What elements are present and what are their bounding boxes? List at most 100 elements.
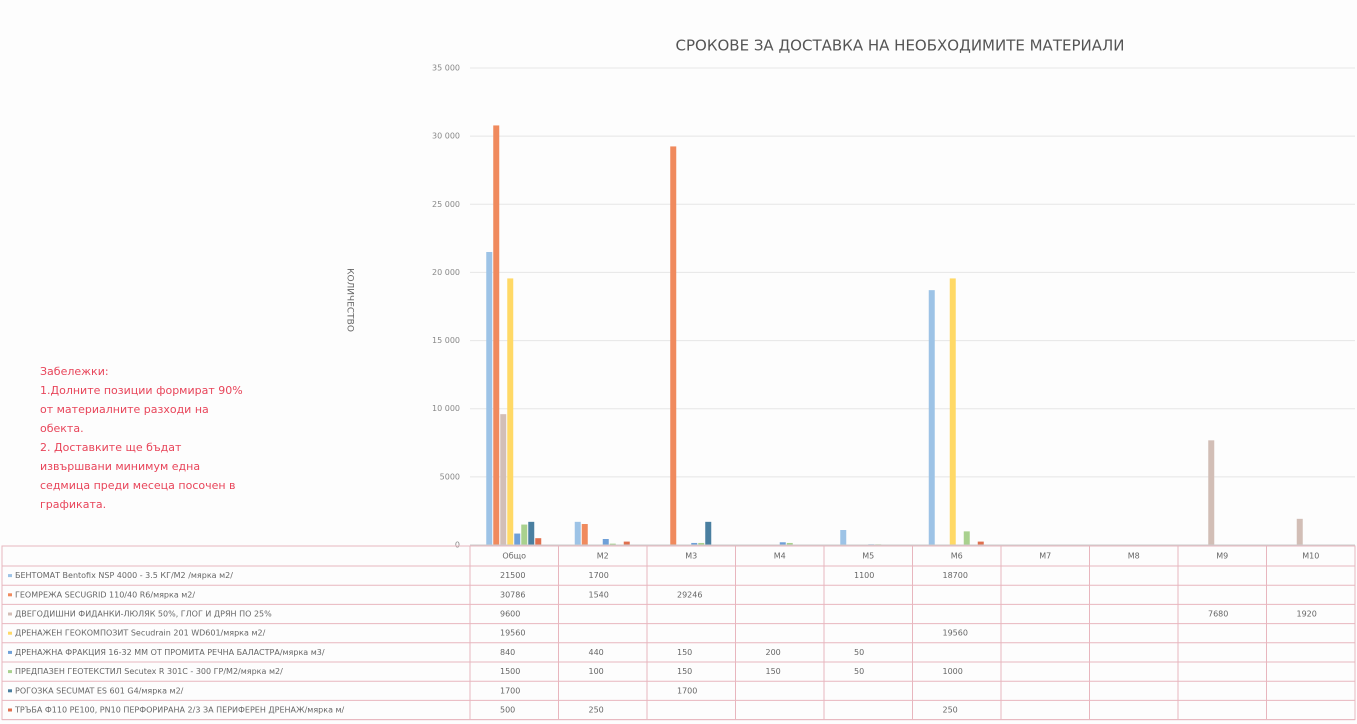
table-value: 150 [766, 667, 781, 676]
table-value: 1920 [1297, 610, 1317, 619]
bar [949, 278, 956, 545]
legend-swatch [8, 593, 12, 597]
bar [602, 539, 609, 545]
table-value: 18700 [943, 571, 968, 580]
bar [507, 278, 514, 545]
x-tick-label: М4 [774, 552, 786, 561]
legend-swatch [8, 612, 12, 616]
bar [493, 125, 500, 546]
table-value: 500 [500, 706, 515, 715]
y-tick-label: 30 000 [432, 132, 460, 141]
table-value: 1700 [589, 571, 609, 580]
bar [528, 521, 535, 545]
note: извършвани минимум една [40, 460, 200, 473]
legend-label: ГЕОМРЕЖА SECUGRID 110/40 R6/мярка м2/ [15, 590, 195, 599]
y-tick-label: 25 000 [432, 200, 460, 209]
bar [521, 524, 528, 545]
table-value: 1700 [677, 686, 697, 695]
bar [535, 538, 542, 545]
y-tick-label: 0 [455, 541, 460, 550]
bar [840, 530, 847, 545]
note: обекта. [40, 422, 84, 435]
table-value: 50 [854, 667, 864, 676]
legend-label: ДРЕНАЖНА ФРАКЦИЯ 16-32 ММ ОТ ПРОМИТА РЕЧ… [15, 648, 325, 657]
bar [514, 533, 521, 545]
bar [691, 542, 698, 545]
bar [786, 542, 793, 545]
table-value: 1700 [500, 686, 520, 695]
bar [928, 290, 935, 545]
table-value: 150 [677, 648, 692, 657]
bar [977, 541, 984, 545]
x-tick-label: М7 [1039, 552, 1051, 561]
legend-label: ДРЕНАЖЕН ГЕОКОМПОЗИТ Secudrain 201 WD601… [15, 629, 266, 638]
bar [1208, 440, 1215, 545]
note: 1.Долните позиции формират 90% [40, 384, 243, 397]
y-tick-label: 15 000 [432, 336, 460, 345]
table-value: 440 [589, 648, 604, 657]
table-value: 21500 [500, 571, 525, 580]
table-value: 1540 [589, 590, 609, 599]
legend-label: ТРЪБА Ф110 PE100, PN10 ПЕРФОРИРАНА 2/3 З… [14, 706, 345, 715]
table-value: 1500 [500, 667, 520, 676]
x-tick-label: М10 [1302, 552, 1319, 561]
note: от материалните разходи на [40, 403, 209, 416]
y-axis-label: КОЛИЧЕСТВО [345, 268, 355, 332]
table-value: 250 [943, 706, 958, 715]
legend-label: ДВЕГОДИШНИ ФИДАНКИ-ЛЮЛЯК 50%, ГЛОГ И ДРЯ… [15, 610, 272, 619]
x-tick-label: М8 [1128, 552, 1140, 561]
legend-label: БЕНТОМАТ Bentofix NSP 4000 - 3.5 КГ/М2 /… [15, 571, 233, 580]
x-tick-label: Общо [502, 552, 526, 561]
table-value: 150 [677, 667, 692, 676]
bar [1296, 518, 1303, 545]
bar [500, 414, 507, 545]
legend-swatch [8, 574, 12, 578]
table-value: 7680 [1208, 610, 1228, 619]
table-value: 29246 [677, 590, 702, 599]
table-value: 50 [854, 648, 864, 657]
x-tick-label: М3 [685, 552, 697, 561]
legend-swatch [8, 689, 12, 693]
y-tick-label: 20 000 [432, 268, 460, 277]
legend-swatch [8, 650, 12, 654]
legend-swatch [8, 631, 12, 635]
bar [486, 251, 493, 545]
table-value: 100 [589, 667, 604, 676]
y-tick-label: 5000 [440, 472, 460, 481]
table-value: 9600 [500, 610, 520, 619]
note: графиката. [40, 498, 106, 511]
table-value: 840 [500, 648, 515, 657]
y-tick-label: 35 000 [432, 64, 460, 73]
x-tick-label: М5 [862, 552, 874, 561]
bar [609, 543, 616, 545]
table-value: 1100 [854, 571, 874, 580]
table-value: 19560 [943, 629, 968, 638]
note: седмица преди месеца посочен в [40, 479, 236, 492]
legend-swatch [8, 670, 12, 674]
note: Забележки: [40, 365, 109, 378]
y-tick-label: 10 000 [432, 404, 460, 413]
note: 2. Доставките ще бъдат [40, 441, 182, 454]
table-value: 250 [589, 706, 604, 715]
bar [574, 521, 581, 545]
x-tick-label: М6 [951, 552, 963, 561]
bar [581, 524, 588, 545]
table-value: 19560 [500, 629, 525, 638]
x-tick-label: М9 [1216, 552, 1228, 561]
legend-label: ПРЕДПАЗЕН ГЕОТЕКСТИЛ Secutex R 301C - 30… [15, 667, 283, 676]
bar [705, 521, 712, 545]
x-tick-label: М2 [597, 552, 609, 561]
table-value: 30786 [500, 590, 525, 599]
chart-title: СРОКОВЕ ЗА ДОСТАВКА НА НЕОБХОДИМИТЕ МАТЕ… [676, 37, 1125, 55]
legend-label: РОГОЗКА SECUMAT ES 601 G4/мярка м2/ [15, 686, 184, 695]
legend-swatch [8, 708, 12, 712]
bar [623, 541, 630, 545]
table-value: 1000 [943, 667, 963, 676]
bar [670, 146, 677, 545]
bar [963, 531, 970, 545]
bar [698, 542, 705, 545]
bar [779, 542, 786, 545]
table-value: 200 [766, 648, 781, 657]
